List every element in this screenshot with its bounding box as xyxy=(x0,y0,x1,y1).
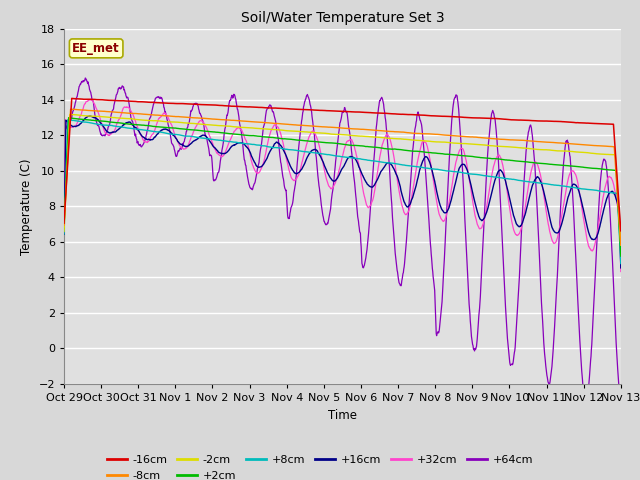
Text: EE_met: EE_met xyxy=(72,42,120,55)
Title: Soil/Water Temperature Set 3: Soil/Water Temperature Set 3 xyxy=(241,11,444,25)
Legend: -16cm, -8cm, -2cm, +2cm, +8cm, +16cm, +32cm, +64cm: -16cm, -8cm, -2cm, +2cm, +8cm, +16cm, +3… xyxy=(102,451,538,480)
X-axis label: Time: Time xyxy=(328,408,357,421)
Y-axis label: Temperature (C): Temperature (C) xyxy=(20,158,33,255)
